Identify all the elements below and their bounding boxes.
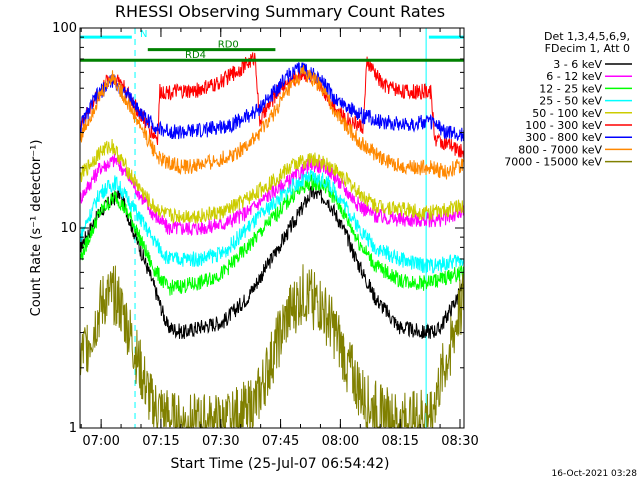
series-line <box>80 168 464 274</box>
legend-label: 6 - 12 keV <box>546 70 602 83</box>
x-tick-label: 07:00 <box>82 434 119 449</box>
y-axis-label: Count Rate (s⁻¹ detector⁻¹) <box>29 140 44 317</box>
legend-label: 50 - 100 keV <box>532 107 602 120</box>
plot-area <box>80 28 464 428</box>
series-line <box>80 264 464 428</box>
chart-title: RHESSI Observing Summary Count Rates <box>115 2 445 21</box>
legend-label: 100 - 300 keV <box>525 119 602 132</box>
x-axis-label: Start Time (25-Jul-07 06:54:42) <box>170 456 389 472</box>
series-line <box>80 64 464 180</box>
attenuator-state-bars: N RD0 RD4 <box>80 29 464 62</box>
series-line <box>80 173 464 296</box>
legend-label: 12 - 25 keV <box>539 82 602 95</box>
legend-label: 25 - 50 keV <box>539 95 602 108</box>
series-line <box>80 61 464 142</box>
legend-label: 800 - 7000 keV <box>518 143 602 156</box>
series-line <box>80 185 464 340</box>
x-tick-label: 08:15 <box>381 434 418 449</box>
legend-label: 300 - 800 keV <box>525 131 602 144</box>
legend: Det 1,3,4,5,6,9,FDecim 1, Att 0 3 - 6 keV… <box>504 30 632 169</box>
legend-label: 7000 - 15000 keV <box>504 156 602 169</box>
legend-label: 3 - 6 keV <box>553 58 602 71</box>
footer-date: 16-Oct-2021 03:28 <box>552 469 638 479</box>
y-tick-label: 10 <box>60 221 77 236</box>
x-tick-label: 07:45 <box>262 434 299 449</box>
x-tick-label: 07:30 <box>202 434 239 449</box>
y-tick-label: 1 <box>69 421 77 436</box>
x-tick-label: 08:00 <box>322 434 359 449</box>
series-group <box>80 28 464 428</box>
state-bar-label: N <box>140 29 147 40</box>
x-tick-label: 07:15 <box>142 434 179 449</box>
series-line <box>80 138 464 224</box>
legend-header: Det 1,3,4,5,6,9, <box>544 30 630 43</box>
state-bar-label: RD4 <box>185 50 206 61</box>
x-tick-label: 08:30 <box>441 434 478 449</box>
series-line <box>80 153 464 237</box>
axes: 1 10 100 07:00 07:15 07:30 07:45 08:00 08:15 08:3… <box>52 21 479 449</box>
state-bar-label: RD0 <box>218 40 239 51</box>
legend-header: FDecim 1, Att 0 <box>545 42 630 55</box>
y-tick-label: 100 <box>52 21 77 36</box>
